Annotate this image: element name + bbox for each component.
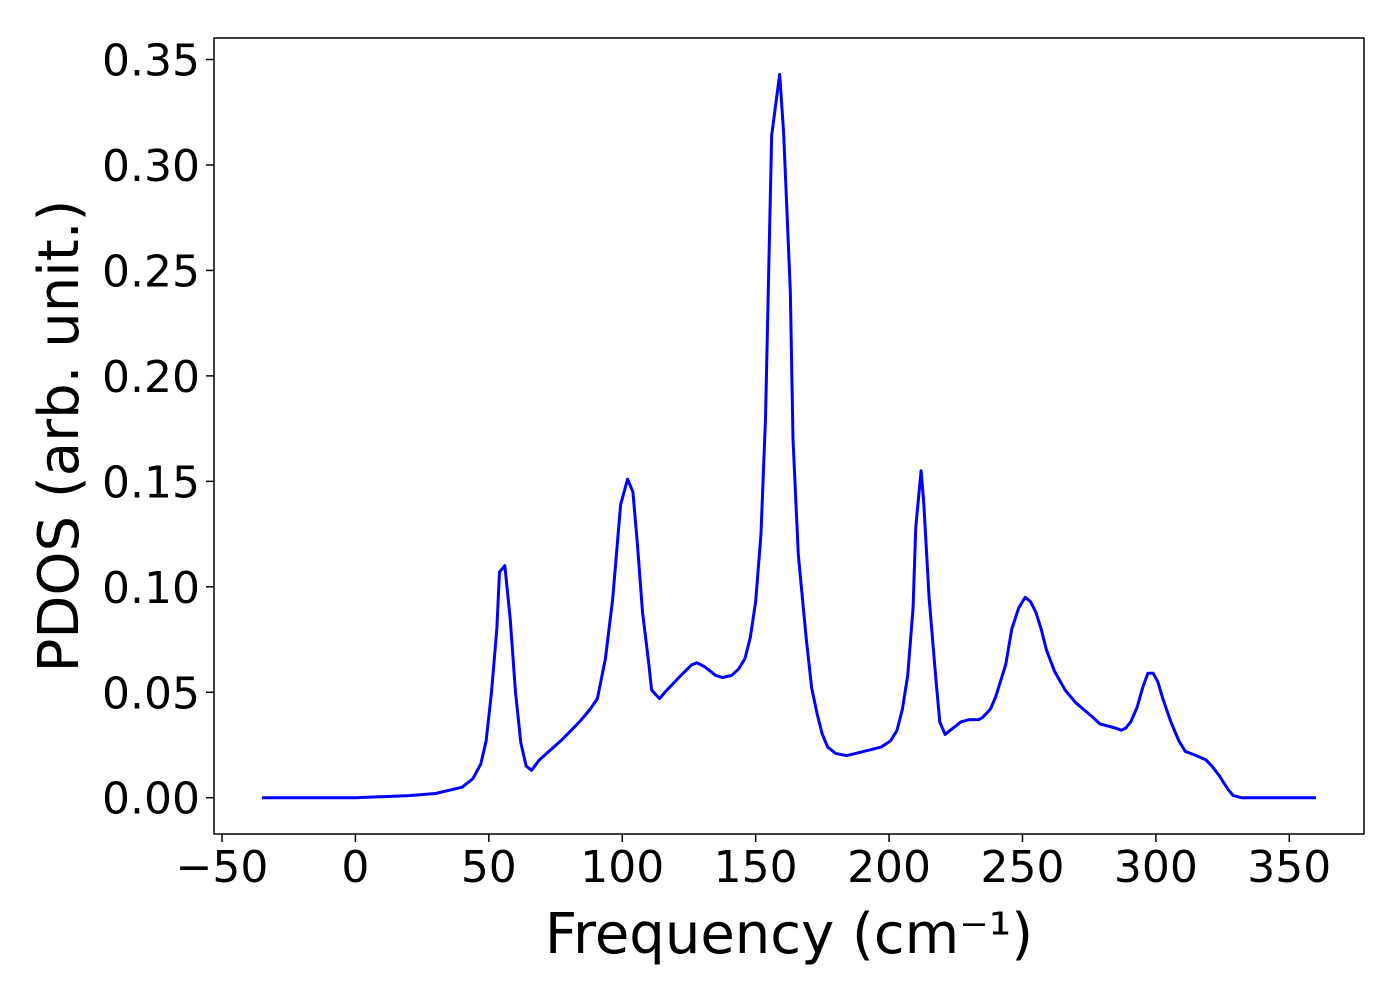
- x-tick-label: 350: [1247, 842, 1331, 893]
- x-tick-label: 50: [461, 842, 517, 893]
- data-line: [262, 72, 1316, 800]
- x-tick-label: 100: [580, 842, 664, 893]
- y-axis-label: PDOS (arb. unit.): [27, 200, 92, 673]
- y-tick-label: 0.20: [102, 352, 200, 403]
- y-tick-label: 0.10: [102, 563, 200, 614]
- x-tick-label: 300: [1114, 842, 1198, 893]
- y-tick-label: 0.05: [102, 668, 200, 719]
- plot-frame: [213, 37, 1365, 835]
- x-tick-label: 250: [980, 842, 1064, 893]
- y-tick-label: 0.35: [102, 36, 200, 87]
- y-tick-label: 0.00: [102, 774, 200, 825]
- x-tick-label: 0: [341, 842, 369, 893]
- x-tick-label: 200: [847, 842, 931, 893]
- y-tick-label: 0.25: [102, 246, 200, 297]
- y-tick-label: 0.30: [102, 141, 200, 192]
- y-tick-label: 0.15: [102, 457, 200, 508]
- x-axis-label: Frequency (cm⁻¹): [545, 902, 1033, 967]
- x-tick-label: 150: [714, 842, 798, 893]
- x-tick-label: −50: [176, 842, 269, 893]
